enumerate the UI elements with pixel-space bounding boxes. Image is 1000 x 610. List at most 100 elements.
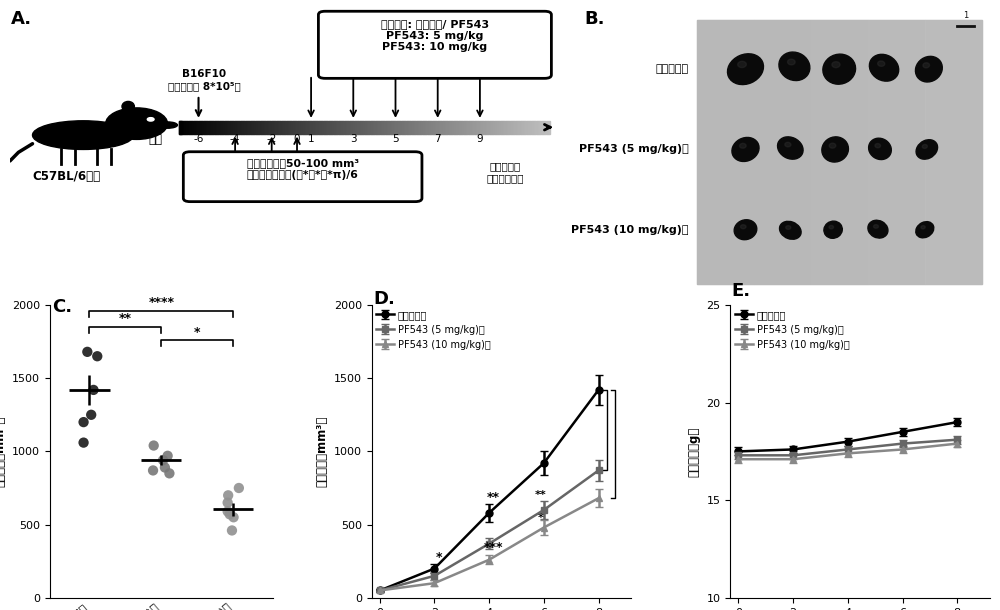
- Bar: [485, 121, 486, 134]
- Bar: [325, 121, 326, 134]
- Point: [161, 468, 177, 478]
- Bar: [196, 121, 197, 134]
- Point: [76, 417, 92, 427]
- Bar: [236, 121, 237, 134]
- Bar: [389, 121, 391, 134]
- Bar: [345, 121, 346, 134]
- Bar: [243, 121, 244, 134]
- Text: -4: -4: [230, 134, 240, 145]
- Bar: [504, 121, 506, 134]
- Bar: [537, 121, 538, 134]
- Bar: [320, 121, 321, 134]
- Text: **: **: [119, 312, 132, 326]
- Bar: [221, 121, 222, 134]
- Bar: [418, 121, 419, 134]
- Bar: [288, 121, 289, 134]
- Bar: [210, 121, 211, 134]
- Bar: [464, 121, 465, 134]
- Text: 获取肿瘤并
进行数据分析: 获取肿瘤并 进行数据分析: [486, 162, 524, 183]
- Bar: [314, 121, 315, 134]
- Bar: [257, 121, 258, 134]
- Bar: [206, 121, 207, 134]
- Bar: [483, 121, 485, 134]
- Bar: [467, 121, 469, 134]
- Bar: [246, 121, 247, 134]
- Text: *: *: [194, 326, 200, 339]
- Bar: [332, 121, 334, 134]
- Bar: [502, 121, 503, 134]
- Bar: [454, 121, 455, 134]
- Ellipse shape: [727, 54, 763, 85]
- Text: 腹腔注射: 溶剂对照/ PF543
PF543: 5 mg/kg
PF543: 10 mg/kg: 腹腔注射: 溶剂对照/ PF543 PF543: 5 mg/kg PF543: …: [381, 19, 489, 52]
- Bar: [507, 121, 508, 134]
- Text: *: *: [538, 513, 544, 523]
- Bar: [407, 121, 408, 134]
- Ellipse shape: [738, 61, 746, 68]
- Ellipse shape: [780, 221, 801, 239]
- Bar: [183, 121, 184, 134]
- Bar: [228, 121, 230, 134]
- Ellipse shape: [921, 226, 925, 229]
- Bar: [498, 121, 499, 134]
- Bar: [372, 121, 373, 134]
- Bar: [545, 121, 547, 134]
- Bar: [254, 121, 256, 134]
- Bar: [441, 121, 443, 134]
- Bar: [459, 121, 460, 134]
- Text: 0: 0: [294, 134, 300, 145]
- Text: 1: 1: [308, 134, 314, 145]
- Bar: [472, 121, 473, 134]
- Bar: [434, 121, 435, 134]
- Point: [83, 410, 99, 420]
- Bar: [231, 121, 232, 134]
- Bar: [382, 121, 383, 134]
- Bar: [278, 121, 279, 134]
- Text: C.: C.: [52, 298, 72, 316]
- Bar: [376, 121, 377, 134]
- Ellipse shape: [822, 137, 848, 162]
- Ellipse shape: [823, 54, 856, 84]
- Bar: [315, 121, 316, 134]
- Bar: [322, 121, 324, 134]
- Text: ****: ****: [752, 439, 772, 449]
- Ellipse shape: [788, 59, 795, 65]
- Bar: [486, 121, 487, 134]
- Bar: [186, 121, 187, 134]
- Bar: [495, 121, 496, 134]
- Bar: [493, 121, 495, 134]
- Bar: [342, 121, 343, 134]
- Bar: [213, 121, 215, 134]
- Bar: [261, 121, 262, 134]
- Bar: [508, 121, 509, 134]
- Bar: [263, 121, 264, 134]
- Point: [89, 351, 105, 361]
- Bar: [227, 121, 228, 134]
- Bar: [506, 121, 507, 134]
- Y-axis label: 肿瘤体积（mm³）: 肿瘤体积（mm³）: [0, 415, 7, 487]
- Bar: [232, 121, 233, 134]
- Bar: [519, 121, 521, 134]
- Ellipse shape: [740, 143, 746, 148]
- Bar: [237, 121, 238, 134]
- Bar: [514, 121, 516, 134]
- Text: *: *: [435, 551, 442, 564]
- Bar: [417, 121, 418, 134]
- Bar: [549, 121, 550, 134]
- Bar: [528, 121, 529, 134]
- Bar: [282, 121, 283, 134]
- Bar: [443, 121, 444, 134]
- Bar: [456, 121, 457, 134]
- Bar: [290, 121, 291, 134]
- Bar: [501, 121, 502, 134]
- Bar: [426, 121, 428, 134]
- Bar: [179, 121, 180, 134]
- Bar: [242, 121, 243, 134]
- Bar: [492, 121, 493, 134]
- Text: 5: 5: [392, 134, 399, 145]
- Bar: [518, 121, 519, 134]
- Bar: [391, 121, 392, 134]
- Bar: [488, 121, 490, 134]
- Bar: [487, 121, 488, 134]
- Bar: [343, 121, 345, 134]
- Bar: [195, 121, 196, 134]
